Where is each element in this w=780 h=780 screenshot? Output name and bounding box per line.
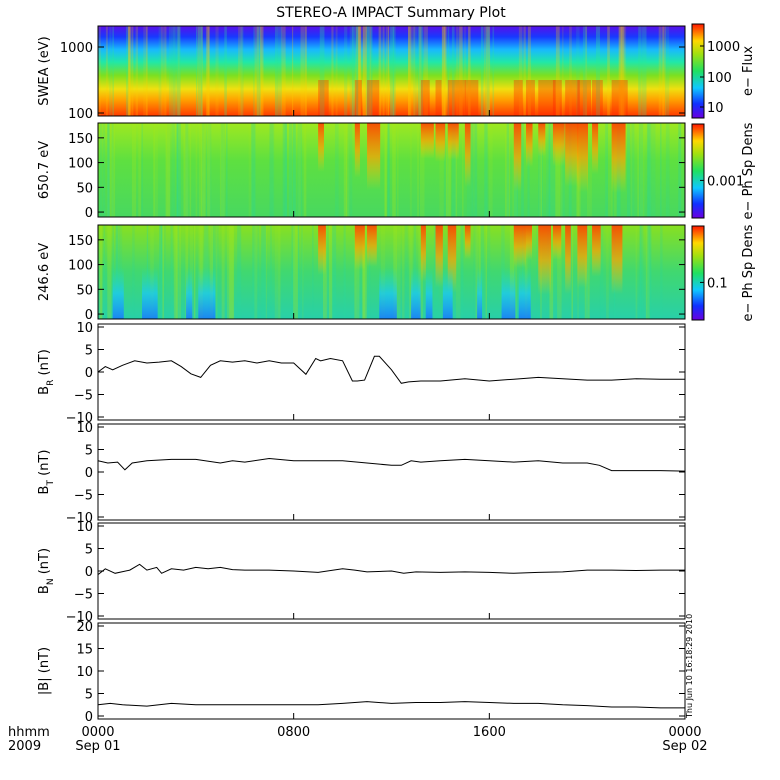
y-tick-label: 150 xyxy=(68,132,93,147)
series-line xyxy=(97,563,685,575)
x-axis-label-year: 2009 xyxy=(8,739,41,754)
y-axis-label: 650.7 eV xyxy=(37,141,52,199)
heatmap-panel-swea xyxy=(97,25,686,117)
x-tick-label: 1600 xyxy=(473,725,506,740)
line-panel-frame xyxy=(97,423,686,521)
y-tick-label: 0 xyxy=(85,366,93,381)
series-line xyxy=(97,457,686,472)
colorbar-label: e− Ph Sp Dens xyxy=(741,224,756,321)
y-tick-label: 5 xyxy=(85,344,93,359)
y-axis-label: |B| (nT) xyxy=(37,647,52,695)
y-tick-label: 50 xyxy=(76,181,93,196)
y-tick-label: 100 xyxy=(68,157,93,172)
heatmap-panel-246eV xyxy=(97,224,686,320)
series-line xyxy=(97,701,685,709)
y-tick-label: 15 xyxy=(76,643,93,658)
y-tick-label: 10 xyxy=(76,520,93,535)
y-tick-label: −5 xyxy=(74,389,93,404)
x-tick-date: Sep 01 xyxy=(75,739,120,754)
y-tick-label: 10 xyxy=(76,421,93,436)
y-tick-label: 100 xyxy=(68,107,93,122)
y-tick-label: 50 xyxy=(76,283,93,298)
series-line xyxy=(97,355,685,384)
colorbar-tick-label: 0.001 xyxy=(707,174,744,189)
y-tick-label: 10 xyxy=(76,321,93,336)
heatmap-panel-650eV xyxy=(97,122,686,218)
y-tick-label: −5 xyxy=(74,588,93,603)
colorbar-tick-label: 100 xyxy=(707,71,732,86)
y-tick-label: −10 xyxy=(66,511,93,526)
y-axis-label: BR (nT) xyxy=(37,349,56,395)
y-tick-label: 0 xyxy=(85,466,93,481)
y-tick-label: −10 xyxy=(66,411,93,426)
y-tick-label: 0 xyxy=(85,308,93,323)
colorbar-flux xyxy=(691,23,705,119)
y-tick-label: 20 xyxy=(76,620,93,635)
y-axis-label: BT (nT) xyxy=(37,450,56,495)
y-tick-label: 100 xyxy=(68,259,93,274)
chart-title: STEREO-A IMPACT Summary Plot xyxy=(276,5,506,21)
y-tick-label: 150 xyxy=(68,234,93,249)
y-axis-label: SWEA (eV) xyxy=(37,36,52,105)
line-panel-frame xyxy=(97,622,686,720)
y-tick-label: −5 xyxy=(74,489,93,504)
line-panel-frame xyxy=(97,522,686,620)
y-tick-label: 0 xyxy=(85,710,93,725)
timestamp-stamp: Thu Jun 10 16:18:29 2010 xyxy=(685,614,694,719)
colorbar-label: e− Ph Sp Dens xyxy=(741,122,756,219)
y-tick-label: 0 xyxy=(85,565,93,580)
x-tick-label: 0000 xyxy=(81,725,114,740)
colorbar-246eV xyxy=(691,225,705,321)
y-tick-label: 0 xyxy=(85,206,93,221)
y-tick-label: −10 xyxy=(66,610,93,625)
x-tick-label: 0000 xyxy=(668,725,701,740)
y-tick-label: 1000 xyxy=(60,41,93,56)
colorbar-tick-label: 1000 xyxy=(707,40,740,55)
y-axis-label: 246.6 eV xyxy=(37,243,52,301)
line-panel-frame xyxy=(97,323,686,421)
colorbar-tick-label: 10 xyxy=(707,101,724,116)
colorbar-650eV xyxy=(691,123,705,219)
y-axis-label: BN (nT) xyxy=(37,548,56,594)
x-tick-date: Sep 02 xyxy=(662,739,707,754)
x-axis-label-time: hhmm xyxy=(8,725,50,740)
colorbar-tick-label: 0.1 xyxy=(707,276,728,291)
y-tick-label: 5 xyxy=(85,444,93,459)
y-tick-label: 5 xyxy=(85,543,93,558)
y-tick-label: 10 xyxy=(76,665,93,680)
x-tick-label: 0800 xyxy=(277,725,310,740)
heatmap-swea xyxy=(98,26,685,116)
colorbar-label: e− Flux xyxy=(741,46,756,96)
y-tick-label: 5 xyxy=(85,688,93,703)
